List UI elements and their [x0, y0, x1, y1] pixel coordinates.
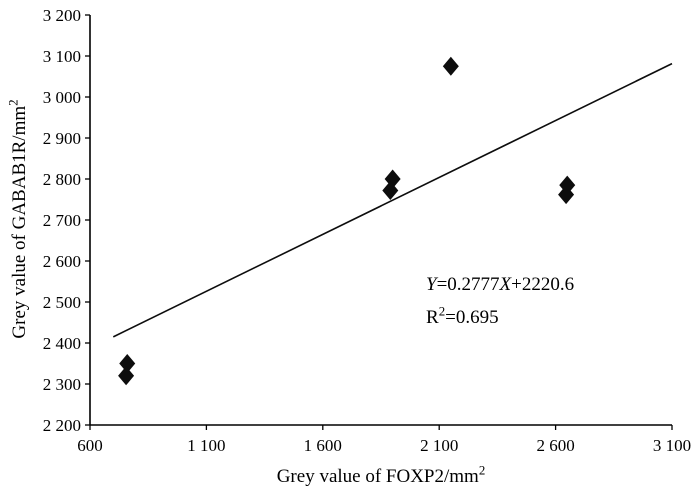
equation-y-var: Y — [426, 274, 437, 295]
x-tick-label: 2 100 — [420, 436, 458, 455]
y-axis-title: Grey value of GABAB1R/mm2 — [5, 99, 31, 339]
equation-intercept: +2220.6 — [511, 274, 575, 295]
y-tick-label: 2 800 — [43, 170, 81, 189]
r-label: R — [426, 307, 439, 328]
y-tick-label: 2 500 — [43, 293, 81, 312]
x-axis-title-superscript: 2 — [478, 462, 486, 478]
r-superscript: 2 — [438, 303, 446, 319]
regression-equation: Y=0.2777X+2220.6 — [426, 268, 574, 301]
data-point-marker — [442, 56, 459, 76]
x-tick-label: 3 100 — [653, 436, 691, 455]
x-axis-title-text: Grey value of FOXP2/mm — [276, 466, 479, 487]
y-tick-label: 3 100 — [43, 47, 81, 66]
r-value: =0.695 — [445, 307, 499, 328]
r-squared-value: R2=0.695 — [426, 301, 574, 334]
equation-x-var: X — [499, 274, 512, 295]
y-axis-title-superscript: 2 — [5, 99, 21, 106]
x-axis-title: Grey value of FOXP2/mm2 — [276, 462, 486, 488]
y-tick-label: 2 900 — [43, 129, 81, 148]
y-tick-label: 2 400 — [43, 334, 81, 353]
data-point-marker — [382, 180, 399, 200]
data-point-marker — [558, 185, 575, 205]
y-tick-label: 2 200 — [43, 416, 81, 435]
y-tick-label: 2 700 — [43, 211, 81, 230]
x-tick-label: 600 — [77, 436, 103, 455]
x-tick-label: 1 600 — [304, 436, 342, 455]
y-axis-title-text: Grey value of GABAB1R/mm — [9, 105, 30, 339]
regression-line — [112, 62, 673, 338]
regression-annotation: Y=0.2777X+2220.6 R2=0.695 — [426, 268, 574, 334]
x-tick-label: 1 100 — [187, 436, 225, 455]
x-tick-label: 2 600 — [536, 436, 574, 455]
data-point-marker — [118, 366, 135, 386]
y-tick-label: 2 300 — [43, 375, 81, 394]
y-tick-label: 3 000 — [43, 88, 81, 107]
equation-slope: =0.2777 — [436, 274, 500, 295]
y-tick-label: 3 200 — [43, 6, 81, 25]
y-tick-label: 2 600 — [43, 252, 81, 271]
data-point-marker — [119, 354, 136, 373]
